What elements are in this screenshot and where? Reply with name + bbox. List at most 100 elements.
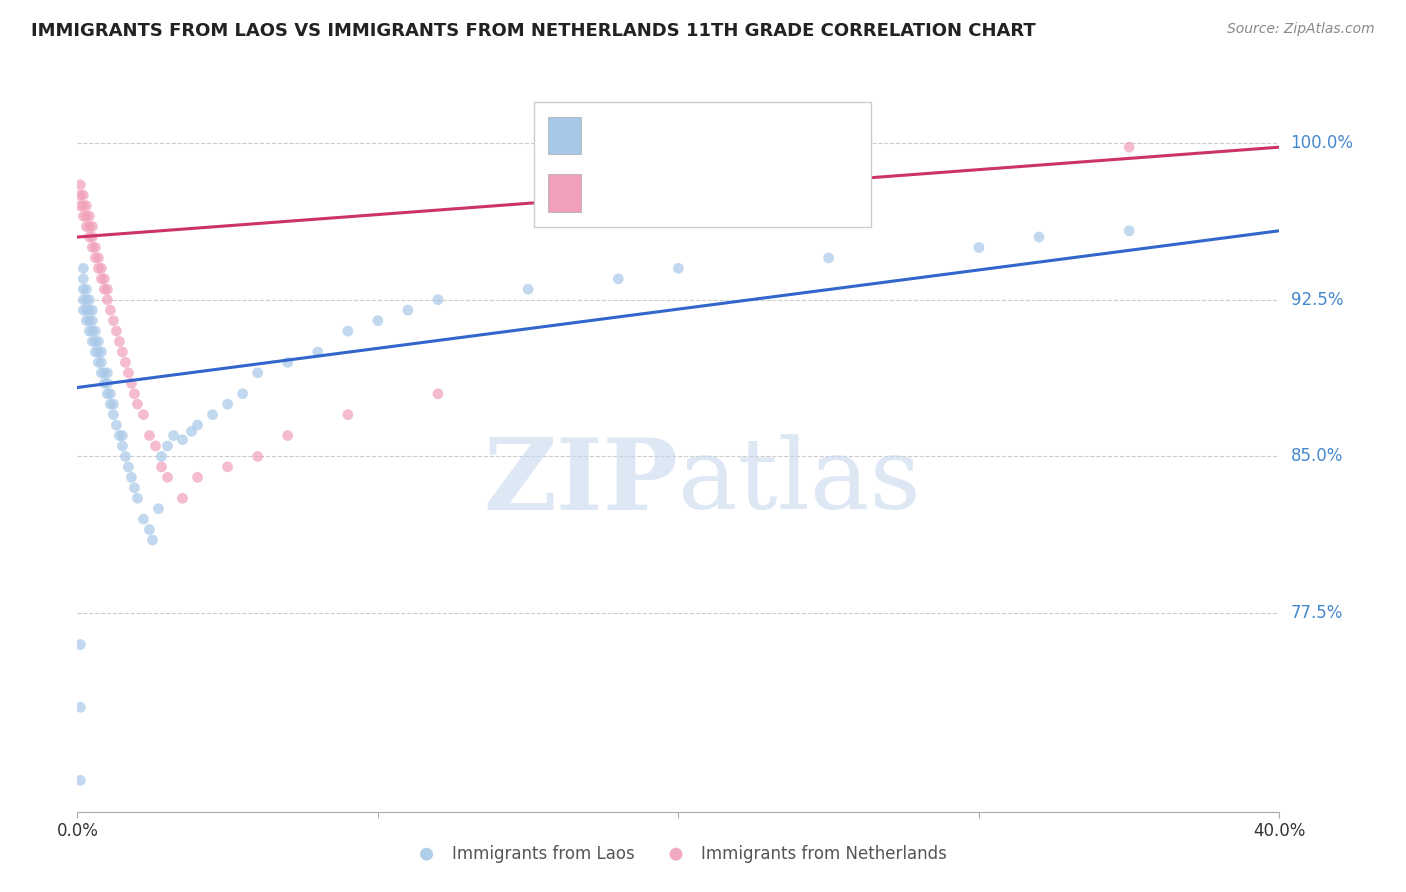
Point xyxy=(75,209,97,223)
Point xyxy=(100,397,122,411)
Point xyxy=(367,313,389,327)
Text: 100.0%: 100.0% xyxy=(1291,134,1354,152)
Point xyxy=(132,512,155,526)
Point xyxy=(72,272,94,286)
Point xyxy=(72,188,94,202)
Text: Source: ZipAtlas.com: Source: ZipAtlas.com xyxy=(1227,22,1375,37)
Point xyxy=(427,293,450,307)
Point xyxy=(84,334,107,349)
Point xyxy=(817,251,839,265)
Point xyxy=(148,501,170,516)
Point xyxy=(96,376,118,391)
Point xyxy=(69,700,91,714)
Point xyxy=(82,324,104,338)
Point xyxy=(246,450,269,464)
Point xyxy=(96,293,118,307)
Point xyxy=(90,366,112,380)
Point xyxy=(217,397,239,411)
Point xyxy=(132,408,155,422)
Point xyxy=(105,324,128,338)
Point xyxy=(967,240,990,254)
Text: 85.0%: 85.0% xyxy=(1291,448,1343,466)
Point xyxy=(141,533,163,547)
Point xyxy=(105,418,128,433)
Point xyxy=(150,450,173,464)
Point xyxy=(75,293,97,307)
Point xyxy=(84,251,107,265)
Point xyxy=(79,303,101,318)
Point xyxy=(90,355,112,369)
Point xyxy=(90,261,112,276)
Point xyxy=(93,376,115,391)
Point xyxy=(1118,140,1140,154)
Point xyxy=(87,251,110,265)
Point xyxy=(607,140,630,154)
Point xyxy=(172,433,194,447)
Point xyxy=(127,491,149,506)
Point xyxy=(87,334,110,349)
Point xyxy=(87,355,110,369)
Point xyxy=(79,293,101,307)
Point xyxy=(96,366,118,380)
Point xyxy=(93,366,115,380)
Text: IMMIGRANTS FROM LAOS VS IMMIGRANTS FROM NETHERLANDS 11TH GRADE CORRELATION CHART: IMMIGRANTS FROM LAOS VS IMMIGRANTS FROM … xyxy=(31,22,1036,40)
Point xyxy=(75,219,97,234)
Text: ZIP: ZIP xyxy=(484,434,679,531)
Point xyxy=(156,470,179,484)
Point xyxy=(427,386,450,401)
Point xyxy=(138,523,160,537)
Point xyxy=(69,188,91,202)
Point xyxy=(156,439,179,453)
Point xyxy=(90,272,112,286)
Point xyxy=(79,230,101,244)
Point xyxy=(517,282,540,296)
Point xyxy=(69,773,91,788)
Point xyxy=(82,219,104,234)
Point xyxy=(127,397,149,411)
Point xyxy=(75,313,97,327)
Point xyxy=(79,324,101,338)
Point xyxy=(100,303,122,318)
Point xyxy=(162,428,184,442)
Point xyxy=(607,272,630,286)
Point xyxy=(117,459,139,474)
Text: 92.5%: 92.5% xyxy=(1291,291,1343,309)
Point xyxy=(87,345,110,359)
Point xyxy=(87,261,110,276)
Point xyxy=(1118,224,1140,238)
Point xyxy=(120,376,142,391)
Point xyxy=(69,638,91,652)
Point xyxy=(186,418,209,433)
Point xyxy=(103,313,125,327)
Point xyxy=(82,303,104,318)
Text: atlas: atlas xyxy=(679,434,921,531)
Point xyxy=(82,240,104,254)
Point xyxy=(1028,230,1050,244)
Point xyxy=(84,240,107,254)
Point xyxy=(232,386,254,401)
Point xyxy=(111,439,134,453)
Point xyxy=(124,481,146,495)
Point xyxy=(79,209,101,223)
Point xyxy=(96,282,118,296)
Point xyxy=(150,459,173,474)
Point xyxy=(75,199,97,213)
Point xyxy=(217,459,239,474)
Point xyxy=(96,386,118,401)
Point xyxy=(103,397,125,411)
Point xyxy=(100,386,122,401)
Point xyxy=(111,428,134,442)
Point xyxy=(75,282,97,296)
Point xyxy=(82,230,104,244)
Point xyxy=(72,209,94,223)
Point xyxy=(84,324,107,338)
Point xyxy=(246,366,269,380)
Point xyxy=(72,261,94,276)
Point xyxy=(79,313,101,327)
Point xyxy=(84,345,107,359)
Point xyxy=(114,355,136,369)
Point xyxy=(111,345,134,359)
Point xyxy=(79,219,101,234)
Point xyxy=(93,282,115,296)
Point xyxy=(138,428,160,442)
